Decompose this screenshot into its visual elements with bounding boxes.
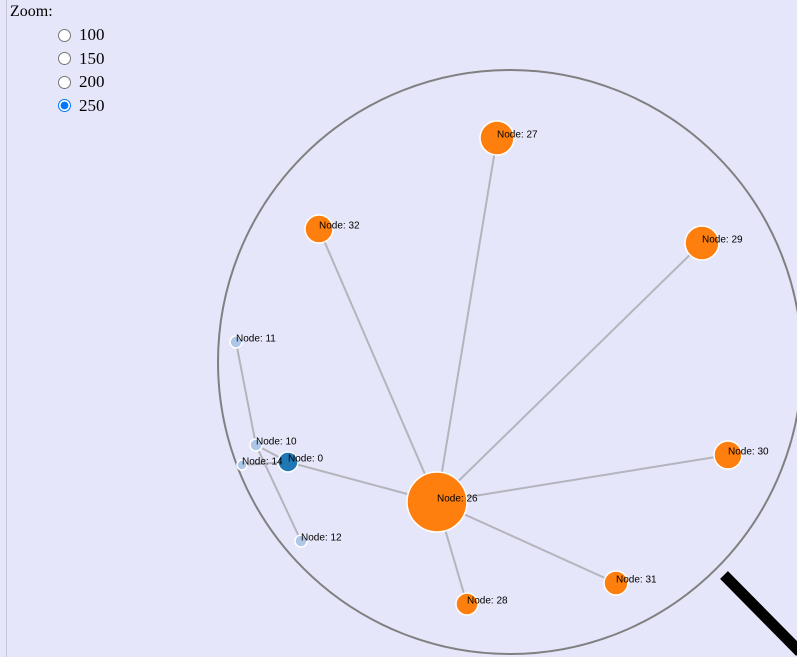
zoom-option[interactable]: 250 xyxy=(58,95,105,117)
option-label: 250 xyxy=(79,95,105,115)
node xyxy=(277,451,299,473)
node xyxy=(249,438,263,452)
node-label: Node: 14 xyxy=(242,457,283,468)
node-label: Node: 0 xyxy=(288,454,323,465)
node xyxy=(406,471,468,533)
node xyxy=(713,440,743,470)
link xyxy=(436,454,729,503)
node xyxy=(455,592,479,616)
option-label: 200 xyxy=(79,72,105,91)
zoom-label: Zoom: xyxy=(10,3,53,20)
node-label: Node: 30 xyxy=(728,447,769,458)
zoom-option[interactable]: 200 xyxy=(58,71,105,93)
radio[interactable] xyxy=(58,52,71,65)
zoom-option[interactable]: 150 xyxy=(58,48,105,70)
node xyxy=(684,225,720,261)
link xyxy=(235,341,257,446)
radio[interactable] xyxy=(58,28,71,42)
node xyxy=(294,534,308,548)
magnifier-lens xyxy=(217,69,797,655)
node-label: Node: 28 xyxy=(467,596,508,607)
option-label: 150 xyxy=(79,48,105,68)
node-label: Node: 26 xyxy=(437,494,478,505)
node-label: Node: 27 xyxy=(497,130,538,141)
node-label: Node: 10 xyxy=(256,437,297,448)
magnifier-handle xyxy=(720,571,797,656)
radio[interactable] xyxy=(58,75,71,89)
radio[interactable] xyxy=(58,99,71,112)
option-label: 100 xyxy=(79,25,105,44)
node xyxy=(479,120,515,156)
node xyxy=(236,459,248,471)
link xyxy=(436,242,703,503)
node-label: Node: 11 xyxy=(236,334,276,345)
link xyxy=(255,444,302,542)
left-border xyxy=(6,0,7,657)
node-label: Node: 12 xyxy=(301,533,342,544)
link xyxy=(436,501,617,584)
node-label: Node: 32 xyxy=(319,221,360,232)
link xyxy=(436,137,498,503)
zoom-option[interactable]: 100 xyxy=(58,24,105,46)
node xyxy=(603,570,629,596)
node xyxy=(304,214,334,244)
node-label: Node: 31 xyxy=(616,575,657,586)
node-label: Node: 29 xyxy=(702,235,743,246)
link xyxy=(318,228,438,503)
node xyxy=(229,335,243,349)
